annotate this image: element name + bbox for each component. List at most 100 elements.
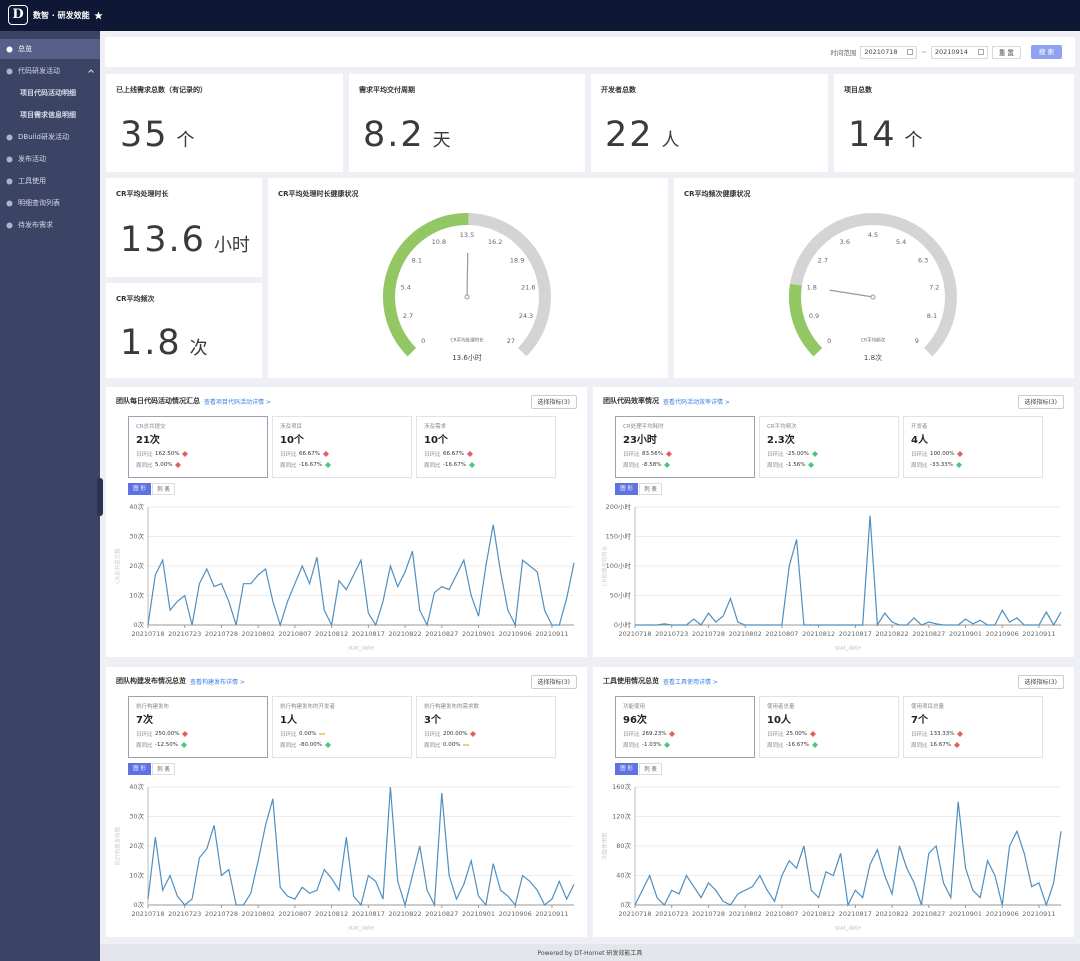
select-metric-button[interactable]: 选择指标(3)	[1017, 395, 1064, 409]
nav-item[interactable]: 项目需求信息明细	[0, 105, 100, 125]
view-tab[interactable]: 图 形	[128, 763, 151, 775]
collapse-handle[interactable]	[97, 478, 103, 516]
nav-label: 发布活动	[18, 155, 46, 163]
trend-down	[324, 462, 331, 468]
stat-row-value: 5.00%	[155, 462, 173, 468]
stat-value: 4人	[911, 435, 928, 446]
y-tick-label: 40次	[616, 871, 631, 880]
panel-link[interactable]: 查看构建发布详情 >	[190, 678, 245, 686]
stat-row-label: 周同比	[911, 463, 928, 469]
nav-icon	[6, 46, 13, 52]
stat-card[interactable]: CR平均频次 2.3次 日环比 -25.00% 周同比 -1.56%	[759, 416, 899, 478]
kpi-card: CR平均频次 1.8 次	[106, 283, 262, 378]
trend-icon	[664, 462, 671, 468]
star	[93, 11, 103, 20]
stat-value: 10个	[280, 435, 304, 446]
stat-name: CR处理平均耗时	[623, 424, 664, 430]
nav-item[interactable]: 工具使用	[0, 171, 100, 191]
nav-item[interactable]: 明细查询列表	[0, 193, 100, 213]
y-tick-label: 20次	[129, 841, 144, 850]
stat-card[interactable]: 功能使用 96次 日环比 269.23% 周同比 -1.03%	[615, 696, 755, 758]
nav-item[interactable]: 待发布需求	[0, 215, 100, 235]
stat-name: 使用者总量	[767, 704, 795, 710]
y-tick-label: 160次	[612, 782, 631, 791]
x-tick-label: 20210723	[655, 630, 688, 638]
stat-card[interactable]: 执行构建发布的需求数 3个 日环比 200.00% 周同比 0.00%	[416, 696, 556, 758]
stat-card[interactable]: 使用者总量 10人 日环比 25.00% 周同比 -16.67%	[759, 696, 899, 758]
sidebar: 总览 代码研发活动 项目代码活动明细 项目需求信息明细 DBuild研发活动发布活动工具…	[0, 31, 100, 961]
trend-icon	[808, 462, 815, 468]
view-tab[interactable]: 列 表	[639, 483, 662, 495]
stat-row: 周同比 -80.00%	[280, 741, 331, 749]
stat-row: 日环比 100.00%	[911, 450, 964, 458]
view-tab[interactable]: 图 形	[615, 483, 638, 495]
stat-name: 执行构建发布	[136, 704, 170, 710]
stat-row-value: 162.50%	[155, 451, 180, 457]
stat-card[interactable]: 涉及项目 10个 日环比 66.67% 周同比 -16.67%	[272, 416, 412, 478]
x-tick-label: 20210807	[278, 630, 311, 638]
y-tick-label: 10次	[129, 871, 144, 880]
x-tick-label: 20210728	[205, 630, 238, 638]
nav-item[interactable]: 总览	[0, 39, 100, 59]
stat-value: 23小时	[623, 435, 657, 446]
nav-item[interactable]: 项目代码活动明细	[0, 83, 100, 103]
date-input[interactable]: 20210914	[930, 45, 988, 59]
stat-card[interactable]: 使用项目总量 7个 日环比 133.33% 周同比 16.67%	[903, 696, 1043, 758]
x-tick-label: 20210817	[352, 910, 385, 918]
stat-row: 周同比 -12.50%	[136, 741, 187, 749]
stat-row-label: 日环比	[136, 732, 153, 738]
view-tab[interactable]: 图 形	[615, 763, 638, 775]
stat-row: 日环比 66.67%	[424, 450, 473, 458]
stat-row: 周同比 -33.33%	[911, 461, 962, 469]
stat-card[interactable]: 涉及需求 10个 日环比 66.67% 周同比 -16.67%	[416, 416, 556, 478]
stat-row-label: 日环比	[767, 732, 784, 738]
stat-row: 日环比 200.00%	[424, 730, 477, 738]
view-tab[interactable]: 列 表	[152, 763, 175, 775]
view-tab[interactable]: 列 表	[639, 763, 662, 775]
stat-row-value: 200.00%	[443, 731, 468, 737]
stat-value: 10个	[424, 435, 448, 446]
stat-row-label: 日环比	[136, 452, 153, 458]
nav-item[interactable]: DBuild研发活动	[0, 127, 100, 147]
stat-row-label: 周同比	[911, 743, 928, 749]
gauge-value-label: 1.8次	[864, 353, 882, 362]
nav-item[interactable]: 代码研发活动	[0, 61, 100, 81]
trend-icon	[182, 731, 189, 737]
stat-card[interactable]: 开发者 4人 日环比 100.00% 周同比 -33.33%	[903, 416, 1043, 478]
panel-link[interactable]: 查看项目代码活动详情 >	[204, 398, 271, 406]
select-metric-button[interactable]: 选择指标(3)	[530, 395, 577, 409]
x-tick-label: 20210807	[278, 910, 311, 918]
panel-link[interactable]: 查看代码活动效率详情 >	[663, 398, 730, 406]
view-tab[interactable]: 列 表	[152, 483, 175, 495]
reset-button[interactable]: 重 置	[991, 45, 1021, 59]
trend-icon	[468, 462, 475, 468]
gauge-tick-label: 3.6	[840, 238, 850, 246]
y-axis-title: CR总共提交数	[114, 548, 122, 584]
stat-card[interactable]: 执行构建发布的开发者 1人 日环比 0.00% 周同比 -80.00%	[272, 696, 412, 758]
panel-link[interactable]: 查看工具使用详情 >	[663, 678, 718, 686]
y-tick-label: 0次	[133, 620, 144, 629]
select-metric-button[interactable]: 选择指标(3)	[530, 675, 577, 689]
stat-card[interactable]: 执行构建发布 7次 日环比 250.00% 周同比 -12.50%	[128, 696, 268, 758]
stat-card[interactable]: CR总共提交 21次 日环比 162.50% 周同比 5.00%	[128, 416, 268, 478]
x-tick-label: 20210827	[425, 910, 458, 918]
panel: 团队构建发布情况总览 查看构建发布详情 > 选择指标(3) 执行构建发布 7次 日环比 25…	[106, 667, 587, 937]
filter-row: 时间范围 20210718 ~20210914 重 置搜 索	[830, 45, 1062, 59]
gauge-card: CR平均频次健康状况 0 0.9 1.8 2.7 3.6 4.5 5.4 6.3 7.2 8.1 9 C…	[674, 178, 1074, 378]
y-tick-label: 50小时	[610, 591, 632, 600]
trend-icon	[811, 451, 818, 457]
stat-card[interactable]: CR处理平均耗时 23小时 日环比 83.56% 周同比 -8.58%	[615, 416, 755, 478]
trend-up	[669, 731, 676, 737]
kpi-title: CR平均处理时长	[116, 190, 169, 198]
search-button[interactable]: 搜 索	[1030, 45, 1062, 59]
nav-item[interactable]: 发布活动	[0, 149, 100, 169]
date-separator: ~	[921, 48, 927, 56]
select-metric-button[interactable]: 选择指标(3)	[1017, 675, 1064, 689]
gauge-tick-label: 5.4	[401, 283, 411, 291]
footer-text: Powered by DT-Hornet 研发效能工具	[537, 950, 643, 957]
stat-name: CR总共提交	[136, 424, 166, 430]
view-tab[interactable]: 图 形	[128, 483, 151, 495]
trend-icon	[175, 462, 182, 468]
date-input[interactable]: 20210718	[860, 45, 918, 59]
stat-row-value: -33.33%	[930, 462, 953, 468]
